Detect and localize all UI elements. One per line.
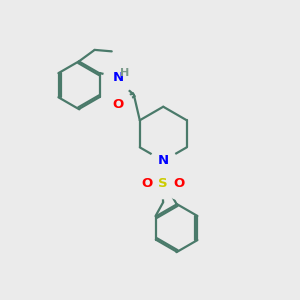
Text: S: S — [158, 177, 168, 190]
Text: O: O — [173, 177, 185, 190]
Text: N: N — [158, 154, 169, 167]
Text: O: O — [112, 98, 123, 111]
Text: N: N — [113, 71, 124, 84]
Text: H: H — [120, 68, 130, 78]
Text: O: O — [142, 177, 153, 190]
